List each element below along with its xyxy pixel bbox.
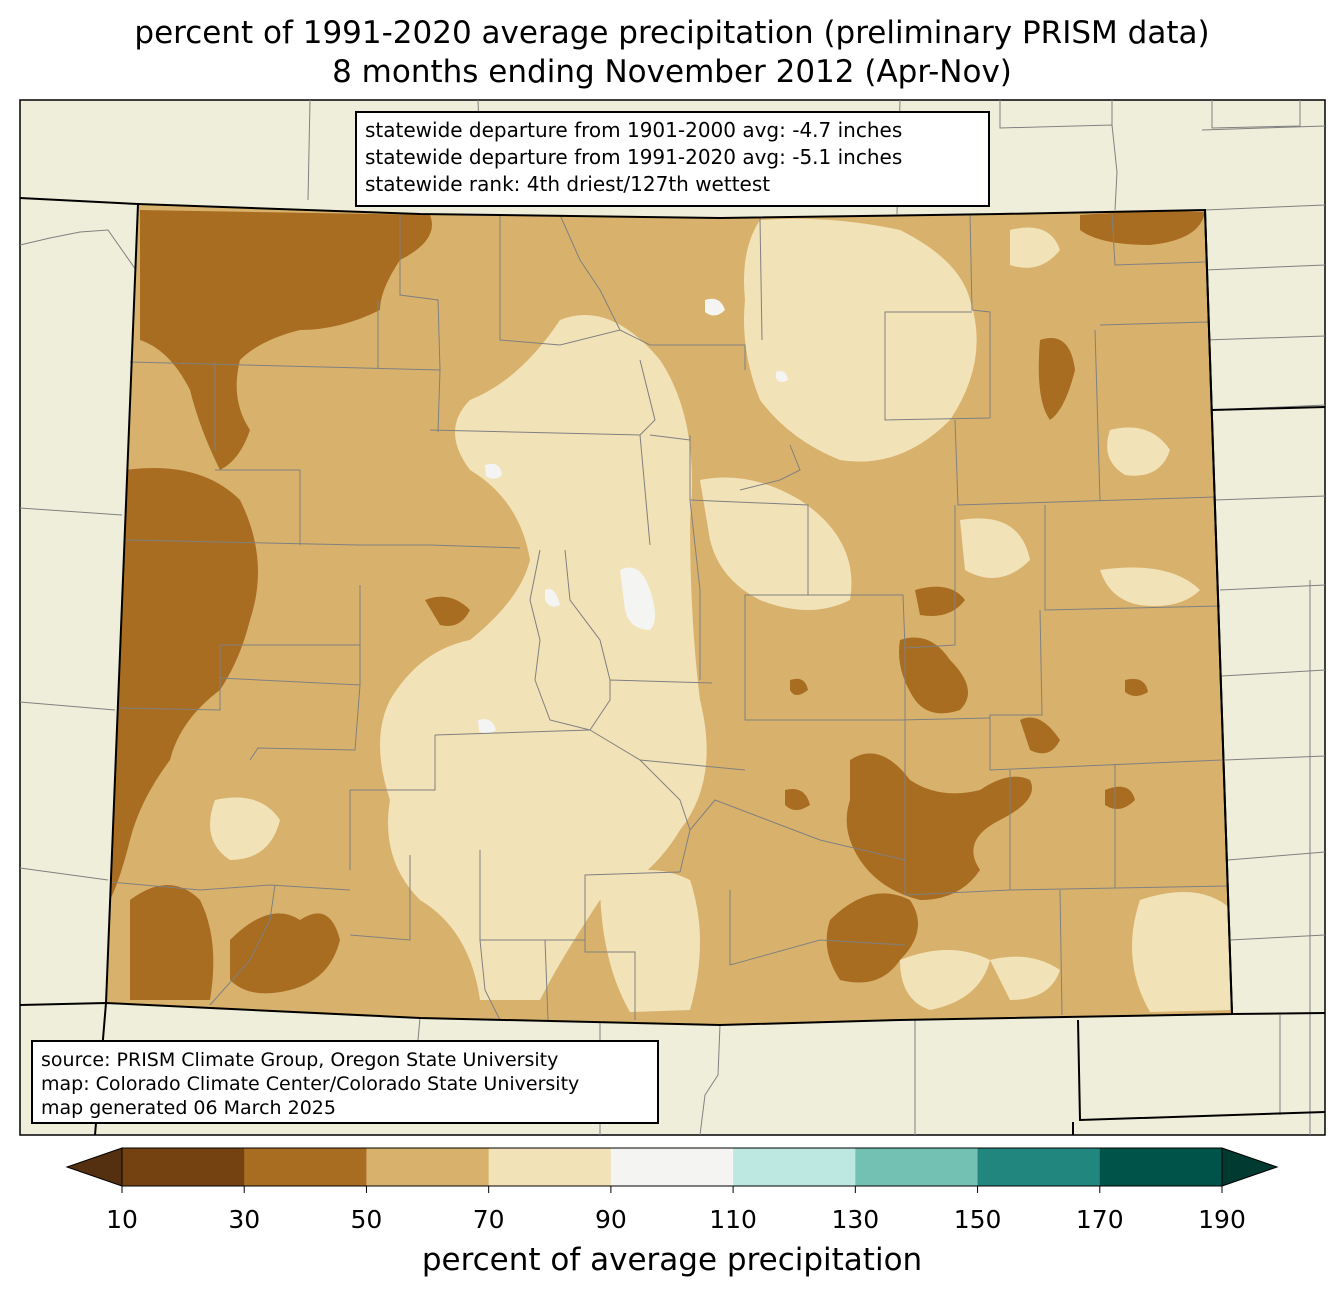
colorbar-tick-label: 30: [228, 1205, 261, 1234]
colorbar-tick-label: 10: [106, 1205, 138, 1234]
colorbar-segment: [122, 1148, 245, 1186]
stats-line-rank: statewide rank: 4th driest/127th wettest: [365, 172, 771, 196]
colorbar-over-arrow: [1221, 1147, 1279, 1187]
credits-box: source: PRISM Climate Group, Oregon Stat…: [31, 1040, 659, 1124]
colorbar-segment: [977, 1148, 1101, 1186]
colorbar-under-arrow: [65, 1147, 123, 1187]
colorbar-segment: [855, 1148, 979, 1186]
colorbar-tick-label: 150: [953, 1205, 1002, 1234]
colorbar-tick-label: 70: [472, 1205, 505, 1234]
colorbar-tick-label: 130: [831, 1205, 880, 1234]
map-title-line2: 8 months ending November 2012 (Apr-Nov): [332, 54, 1012, 90]
credits-source: source: PRISM Climate Group, Oregon Stat…: [41, 1049, 559, 1071]
colorbar-segment: [1099, 1148, 1223, 1186]
colorbar-segment: [488, 1148, 612, 1186]
colorbar-tick-label: 50: [350, 1205, 383, 1234]
colorbar: [65, 1147, 1279, 1193]
colorbar-tick-label: 170: [1075, 1205, 1124, 1234]
credits-map: map: Colorado Climate Center/Colorado St…: [41, 1073, 580, 1095]
near-normal-regions: [160, 218, 1232, 1012]
driest-regions: [110, 210, 1205, 1000]
normal-spots: [478, 298, 788, 734]
colorbar-tick-label: 110: [709, 1205, 757, 1234]
colorbar-segment: [610, 1148, 734, 1186]
colorbar-label: percent of average precipitation: [421, 1242, 923, 1278]
colorbar-tick-label: 90: [594, 1205, 627, 1234]
stats-line-1901-2000: statewide departure from 1901-2000 avg: …: [365, 118, 903, 142]
colorbar-segment: [244, 1148, 367, 1186]
colorbar-segment: [733, 1148, 856, 1186]
statewide-stats-box: statewide departure from 1901-2000 avg: …: [355, 111, 990, 207]
credits-generated: map generated 06 March 2025: [41, 1097, 336, 1119]
colorbar-tick-label: 190: [1198, 1205, 1246, 1234]
county-lines: [109, 213, 1229, 1021]
colorbar-segment: [366, 1148, 490, 1186]
map-title-line1: percent of 1991-2020 average precipitati…: [134, 15, 1210, 51]
colorbar-border: [121, 1147, 1223, 1187]
stats-line-1991-2020: statewide departure from 1991-2020 avg: …: [365, 145, 903, 169]
